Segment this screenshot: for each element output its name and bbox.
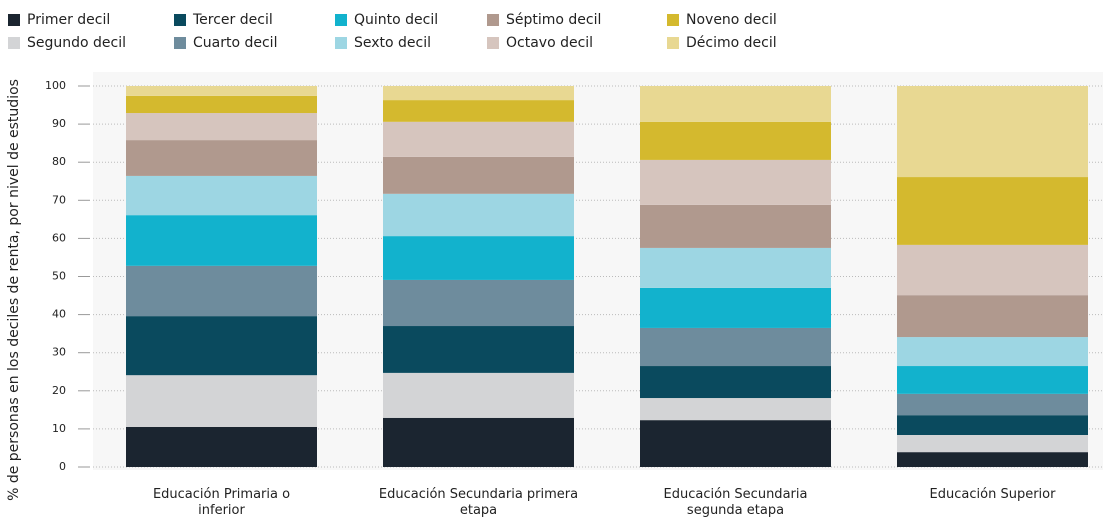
legend-label: Quinto decil (354, 12, 438, 28)
legend-swatch (335, 14, 347, 26)
legend-label: Segundo decil (27, 35, 126, 51)
bar-segment (897, 434, 1088, 453)
bar-segment (897, 337, 1088, 367)
x-tick-label: Educación Secundaria primera etapa (378, 487, 579, 518)
legend-swatch (8, 14, 20, 26)
bar-segment (126, 86, 317, 96)
legend-swatch (487, 14, 499, 26)
legend-label: Primer decil (27, 12, 110, 28)
bar-segment (640, 121, 831, 160)
bar-segment (640, 327, 831, 367)
bar-segment (126, 175, 317, 216)
x-tick-label: Educación Superior (929, 487, 1056, 502)
bar-segment (897, 295, 1088, 338)
legend-swatch (487, 37, 499, 49)
x-tick-label: Educación Secundaria segunda etapa (663, 487, 808, 518)
bar-segment (383, 121, 574, 157)
legend-swatch (667, 37, 679, 49)
bar-segment (640, 398, 831, 421)
bar-segment (126, 265, 317, 317)
y-tick-label: 0 (59, 460, 66, 473)
bar-segment (126, 215, 317, 266)
bar-segment (640, 247, 831, 288)
legend-label: Noveno decil (686, 12, 777, 28)
legend-swatch (174, 14, 186, 26)
bar-segment (383, 236, 574, 280)
y-tick-label: 60 (52, 231, 66, 244)
bar-segment (383, 279, 574, 327)
y-tick-label: 50 (52, 270, 66, 283)
legend-swatch (8, 37, 20, 49)
bar-segment (640, 287, 831, 328)
x-tick-label: Educación Primaria o inferior (152, 487, 291, 518)
bar-segment (383, 372, 574, 418)
y-tick-label: 100 (45, 79, 66, 92)
legend-label: Cuarto decil (193, 35, 277, 51)
legend-swatch (174, 37, 186, 49)
bar-segment (640, 366, 831, 399)
bar-segment (383, 193, 574, 237)
y-tick-label: 90 (52, 117, 66, 130)
legend-swatch (667, 14, 679, 26)
bar-segment (640, 86, 831, 122)
legend-label: Décimo decil (686, 35, 777, 51)
legend-label: Sexto decil (354, 35, 431, 51)
y-tick-label: 80 (52, 155, 66, 168)
bar-segment (640, 204, 831, 248)
legend-label: Octavo decil (506, 35, 593, 51)
bar-segment (897, 366, 1088, 394)
y-axis-label: % de personas en los deciles de renta, p… (6, 79, 22, 501)
bar-segment (897, 177, 1088, 245)
bar-segment (897, 452, 1088, 467)
bar-segment (126, 316, 317, 376)
bar-segment (126, 113, 317, 141)
legend-swatch (335, 37, 347, 49)
bar-segment (897, 415, 1088, 435)
bar-segment (126, 375, 317, 427)
legend-label: Tercer decil (192, 12, 273, 28)
bar-segment (126, 95, 317, 114)
y-tick-label: 70 (52, 193, 66, 206)
bar-segment (126, 140, 317, 176)
bar-segment (897, 244, 1088, 296)
bar-segment (640, 159, 831, 205)
bar-segment (383, 326, 574, 373)
bar-segment (126, 426, 317, 467)
bar-segment (897, 393, 1088, 416)
y-tick-label: 30 (52, 346, 66, 359)
legend-label: Séptimo decil (506, 12, 601, 28)
bar-segment (383, 156, 574, 194)
bar-segment (383, 417, 574, 467)
bar-segment (640, 420, 831, 467)
y-tick-label: 20 (52, 384, 66, 397)
bar-segment (897, 86, 1088, 178)
bar-segment (383, 100, 574, 122)
y-tick-label: 10 (52, 422, 66, 435)
y-tick-label: 40 (52, 308, 66, 321)
bar-segment (383, 86, 574, 101)
